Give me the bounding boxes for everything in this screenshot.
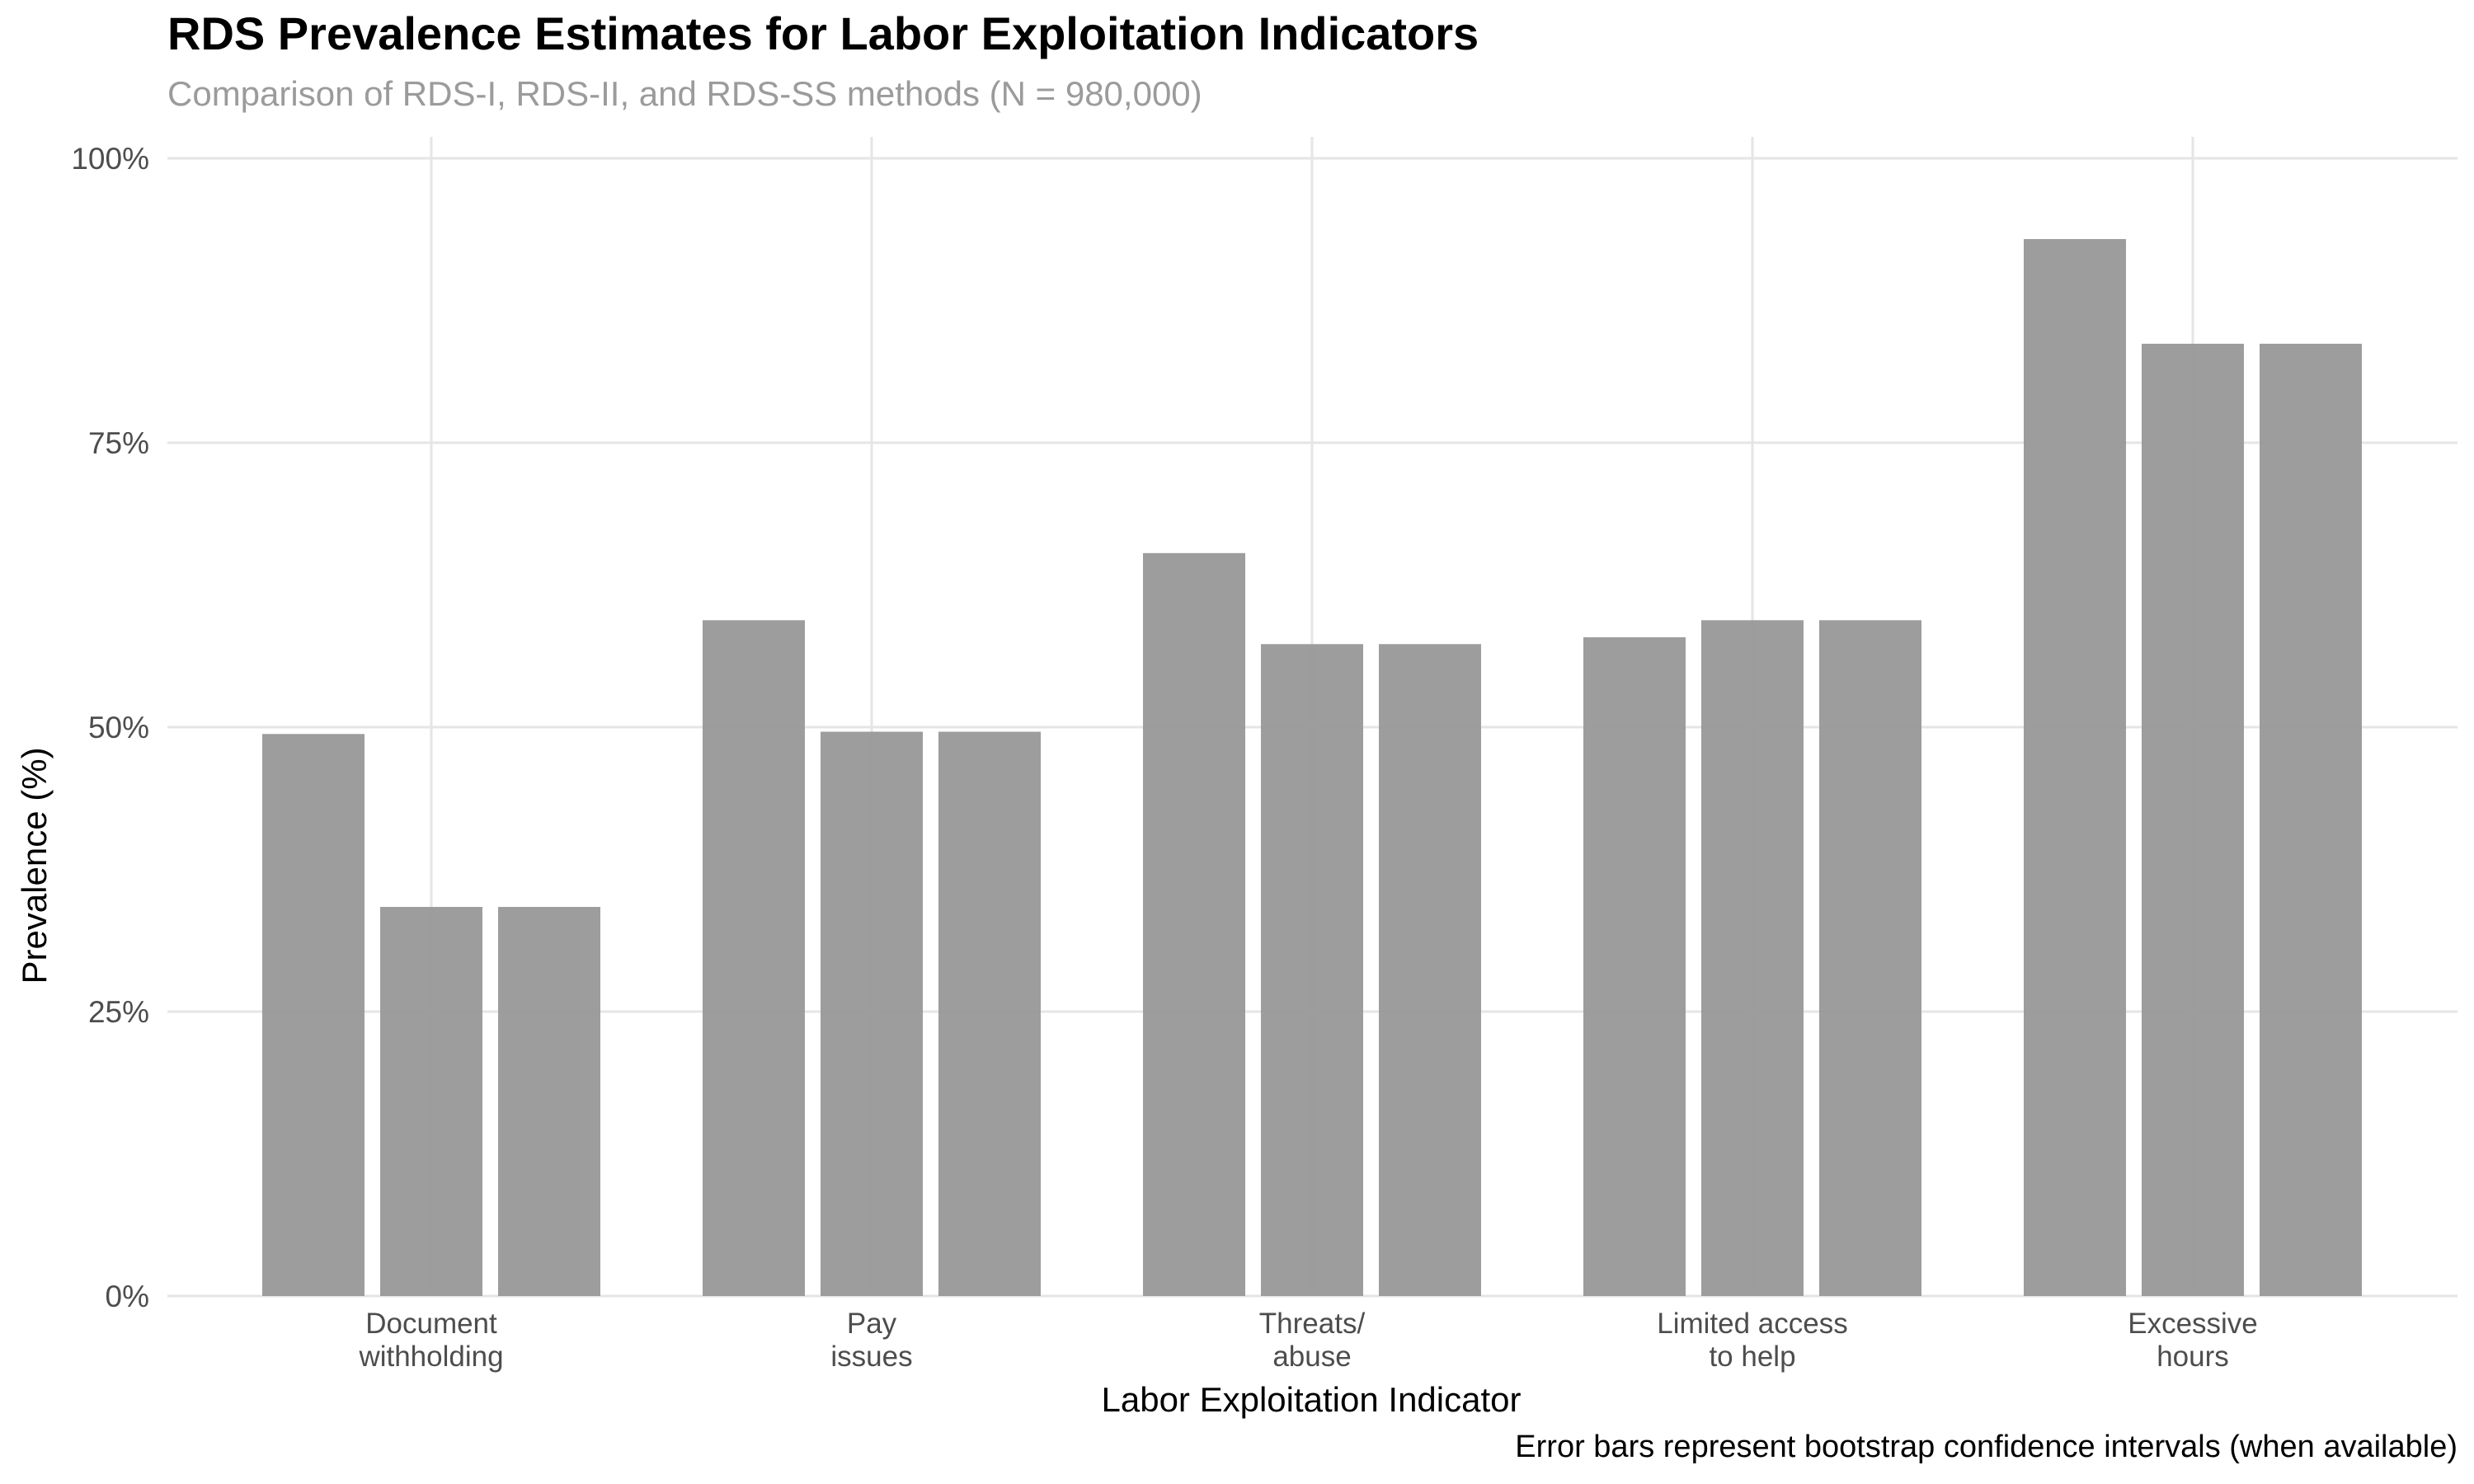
bar [1583, 636, 1686, 1296]
x-tick-label: Threats/abuse [1259, 1308, 1366, 1373]
bar [262, 734, 365, 1296]
y-tick-label: 50% [88, 711, 149, 744]
bar [1819, 620, 1921, 1296]
y-tick-label: 100% [71, 142, 149, 176]
bar [498, 907, 600, 1296]
y-axis-label: Prevalence (%) [15, 747, 54, 984]
chart-title: RDS Prevalence Estimates for Labor Explo… [167, 7, 1479, 59]
y-axis-ticks: 0% 25% 50% 75% 100% [71, 142, 149, 1313]
bar [703, 620, 805, 1296]
chart-subtitle: Comparison of RDS-I, RDS-II, and RDS-SS … [167, 74, 1202, 113]
x-axis-ticks: Document withholding Pay issues Threats/abus… [358, 1308, 2257, 1373]
bar [1379, 644, 1481, 1296]
y-tick-label: 0% [106, 1280, 149, 1313]
y-tick-label: 25% [88, 995, 149, 1029]
bar [821, 731, 923, 1296]
bar [380, 907, 482, 1296]
x-tick-label: Pay issues [830, 1308, 912, 1373]
x-tick-label: Excessive hours [2128, 1308, 2258, 1373]
x-axis-label: Labor Exploitation Indicator [1102, 1380, 1522, 1419]
bar [1261, 644, 1363, 1296]
bar [2142, 343, 2244, 1297]
bar [2260, 343, 2362, 1297]
bar [1701, 620, 1804, 1296]
bar [938, 731, 1041, 1296]
chart-caption: Error bars represent bootstrap confidenc… [1515, 1430, 2458, 1464]
x-tick-label: Document withholding [358, 1308, 503, 1373]
y-tick-label: 75% [88, 426, 149, 460]
bars [262, 238, 2362, 1297]
x-tick-label: Limited access to help [1657, 1308, 1847, 1373]
bar [1143, 552, 1245, 1296]
bar [2024, 238, 2126, 1297]
